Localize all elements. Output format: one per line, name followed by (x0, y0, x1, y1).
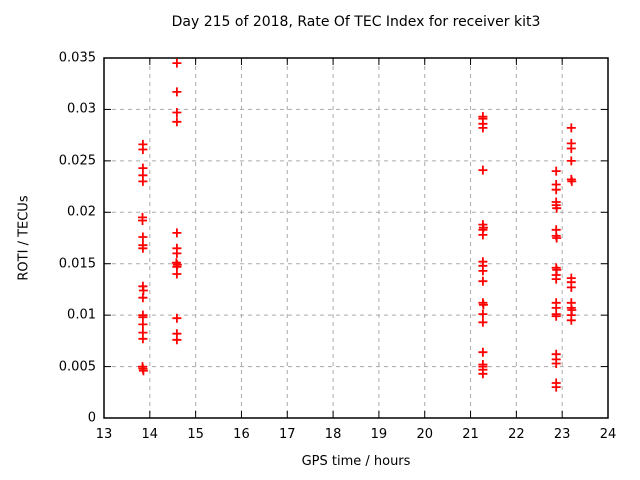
y-tick-label: 0.035 (58, 50, 96, 66)
x-tick-label: 21 (462, 427, 479, 442)
x-tick-label: 22 (508, 427, 525, 442)
x-tick-label: 15 (187, 427, 204, 442)
x-tick-label: 23 (553, 427, 571, 442)
x-tick-label: 19 (370, 427, 388, 442)
x-tick-label: 18 (324, 427, 342, 442)
x-tick-label: 14 (141, 427, 159, 442)
y-tick-label: 0.01 (67, 307, 96, 323)
y-axis-label: ROTI / TECUs (16, 195, 32, 281)
x-tick-label: 16 (233, 427, 250, 442)
y-tick-label: 0.005 (58, 359, 96, 375)
y-tick-label: 0 (87, 410, 96, 426)
y-tick-label: 0.03 (67, 101, 96, 117)
y-tick-label: 0.015 (58, 256, 96, 272)
x-tick-label: 17 (278, 427, 296, 442)
y-tick-label: 0.02 (67, 204, 96, 220)
x-tick-label: 24 (599, 427, 617, 442)
chart-title: Day 215 of 2018, Rate Of TEC Index for r… (171, 14, 541, 30)
x-tick-label: 13 (95, 427, 113, 442)
x-tick-label: 20 (416, 427, 433, 442)
x-axis-label: GPS time / hours (301, 454, 411, 469)
scatter-points (138, 58, 577, 392)
y-tick-label: 0.025 (58, 153, 96, 169)
